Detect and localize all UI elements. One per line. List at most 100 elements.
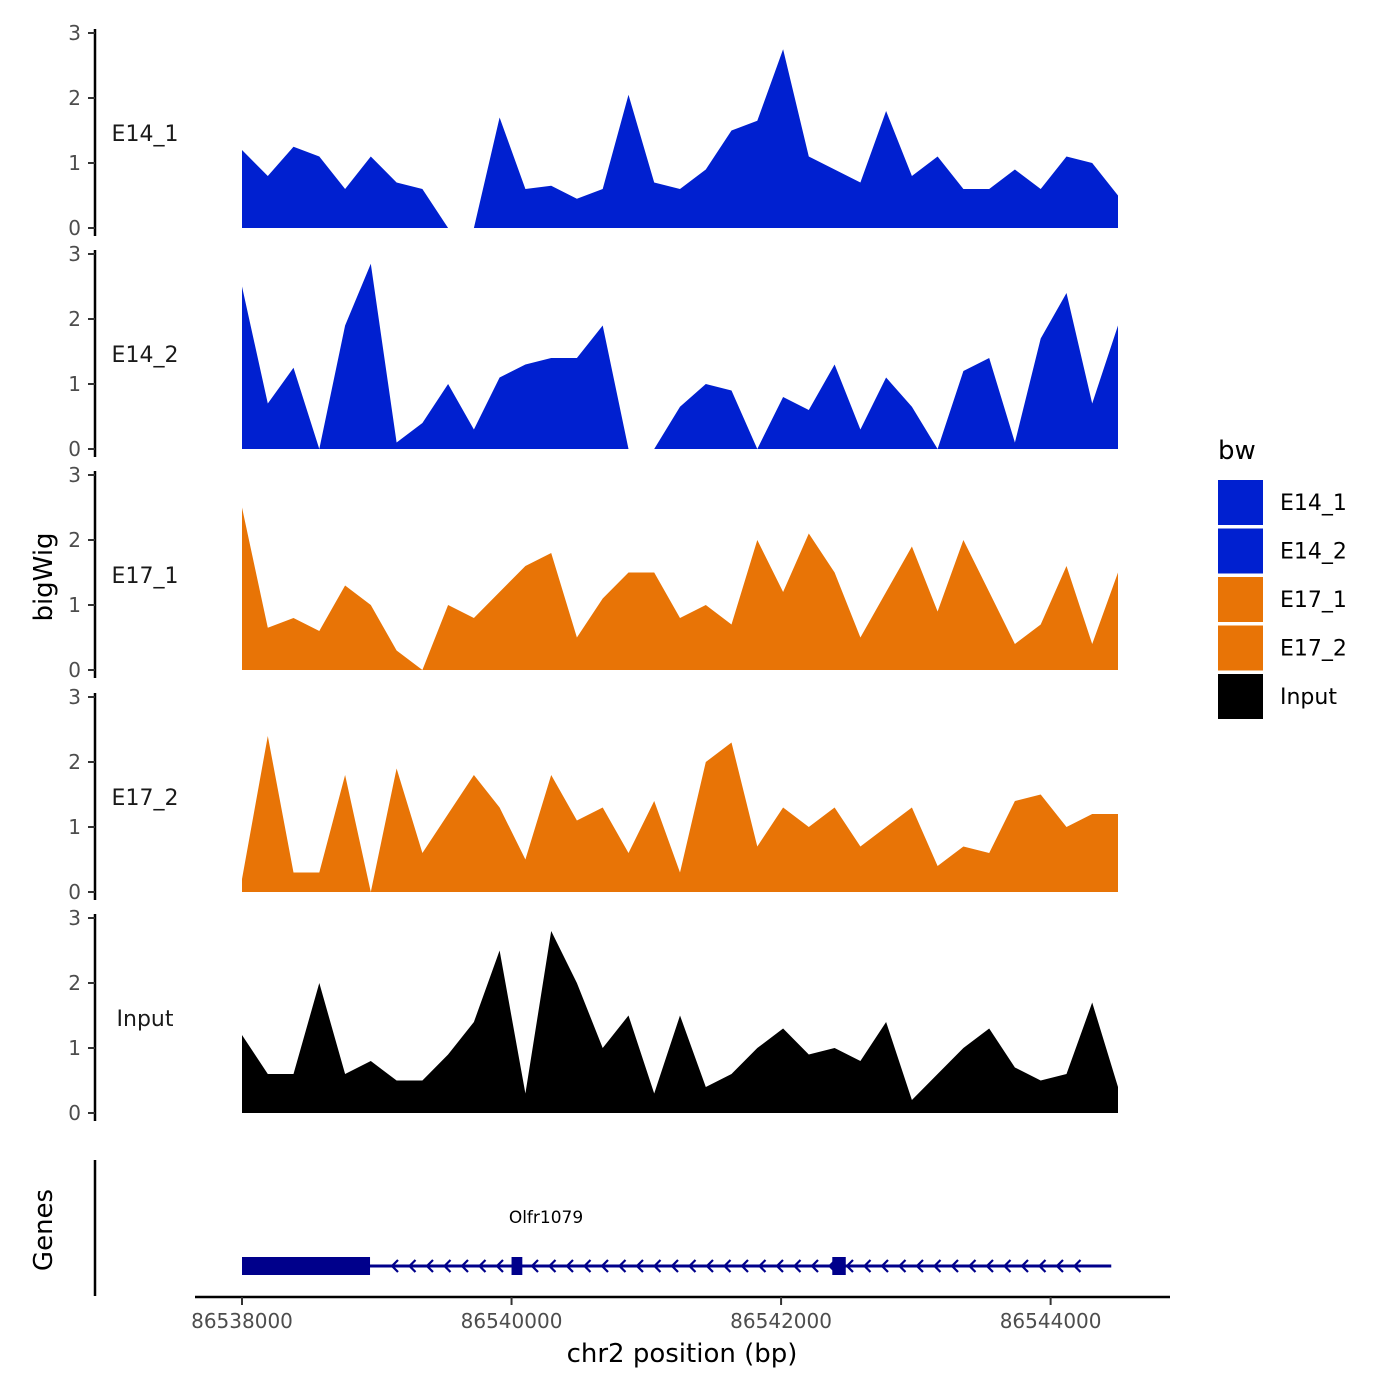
- y-tick-label-Input-1: 1: [68, 1036, 81, 1060]
- area-E17_1: [242, 507, 1118, 670]
- strand-arrow-icon: [425, 1259, 434, 1273]
- x-ticks: 86538000 86540000 86542000 86544000: [191, 1297, 1102, 1333]
- strand-arrow-icon: [687, 1259, 697, 1273]
- strand-arrow-icon: [792, 1259, 802, 1273]
- strand-arrow-icon: [1055, 1259, 1064, 1273]
- panel-E14_2: 0 1 2 3 E14_2: [68, 242, 1118, 461]
- track-label-E17_1: E17_1: [112, 564, 179, 589]
- strand-arrow-icon: [757, 1259, 767, 1273]
- track-label-Input: Input: [117, 1007, 174, 1032]
- y-tick-label-E14_1-2: 2: [68, 86, 81, 110]
- y-tick-label-Input-2: 2: [68, 971, 81, 995]
- area-E17_2: [242, 736, 1118, 892]
- signal-panels: 0 1 2 3 E14_1 0 1 2 3 E14_2 0 1 2 3 E17_1 0 1 2 3 E17_2 0 1 2 3…: [68, 21, 1118, 1125]
- legend: bw E14_1 E14_2 E17_1 E17_2 Input: [1218, 436, 1347, 719]
- strand-arrow-icon: [950, 1259, 959, 1273]
- gene-exon-2: [511, 1257, 523, 1275]
- y-tick-label-E14_2-3: 3: [68, 242, 81, 266]
- strand-arrow-icon: [845, 1259, 854, 1273]
- y-tick-label-E14_2-1: 1: [68, 372, 81, 396]
- strand-arrow-icon: [1002, 1259, 1012, 1273]
- panel-E14_1: 0 1 2 3 E14_1: [68, 21, 1118, 240]
- strand-arrow-icon: [530, 1259, 539, 1273]
- y-tick-label-E17_1-0: 0: [68, 658, 81, 682]
- strand-arrow-icon: [880, 1259, 889, 1273]
- strand-arrow-icon: [582, 1259, 592, 1273]
- area-E14_1: [242, 49, 1118, 228]
- strand-arrow-icon: [1072, 1259, 1082, 1273]
- track-label-E14_2: E14_2: [112, 343, 179, 368]
- y-tick-label-E17_2-0: 0: [68, 880, 81, 904]
- y-tick-label-E17_1-2: 2: [68, 528, 81, 552]
- strand-arrow-icon: [740, 1259, 749, 1273]
- strand-arrow-icon: [722, 1259, 732, 1273]
- x-axis: 86538000 86540000 86542000 86544000 chr2 po…: [191, 1295, 1170, 1369]
- y-tick-label-E14_1-1: 1: [68, 151, 81, 175]
- genes-axis-title: Genes: [29, 1189, 59, 1271]
- strand-arrow-icon: [810, 1259, 819, 1273]
- legend-key-E14_2: [1218, 528, 1263, 574]
- strand-arrow-icon: [915, 1259, 924, 1273]
- x-tick-label-86538000: 86538000: [191, 1309, 293, 1333]
- y-tick-label-Input-0: 0: [68, 1101, 81, 1125]
- legend-key-E14_1: [1218, 480, 1263, 525]
- gene-track: [242, 1257, 1112, 1275]
- gene-exon-3: [832, 1257, 846, 1275]
- strand-arrow-icon: [635, 1259, 644, 1273]
- y-tick-label-E14_1-3: 3: [68, 21, 81, 45]
- y-tick-label-Input-3: 3: [68, 906, 81, 930]
- panel-Input: 0 1 2 3 Input: [68, 906, 1118, 1125]
- strand-arrow-icon: [477, 1259, 487, 1273]
- strand-arrow-icon: [1020, 1259, 1029, 1273]
- x-tick-label-86542000: 86542000: [730, 1309, 832, 1333]
- gene-name-label: Olfr1079: [509, 1208, 583, 1228]
- legend-label-E17_1: E17_1: [1280, 588, 1347, 613]
- x-axis-title: chr2 position (bp): [567, 1339, 798, 1369]
- legend-items: E14_1 E14_2 E17_1 E17_2 Input: [1218, 480, 1347, 719]
- y-tick-label-E17_2-2: 2: [68, 750, 81, 774]
- strand-arrow-icon: [1037, 1259, 1047, 1273]
- y-axis-title: bigWig: [29, 532, 59, 621]
- y-tick-label-E14_2-0: 0: [68, 437, 81, 461]
- x-tick-label-86544000: 86544000: [1000, 1309, 1102, 1333]
- y-tick-label-E14_1-0: 0: [68, 216, 81, 240]
- y-tick-label-E17_2-3: 3: [68, 685, 81, 709]
- genes-panel: Genes Olfr1079: [29, 1160, 1112, 1296]
- legend-label-E14_1: E14_1: [1280, 491, 1347, 516]
- panel-E17_1: 0 1 2 3 E17_1: [68, 463, 1118, 682]
- gene-exon-1: [242, 1257, 371, 1275]
- legend-key-E17_2: [1218, 625, 1263, 671]
- legend-key-Input: [1218, 674, 1263, 719]
- legend-label-Input: Input: [1280, 685, 1337, 710]
- strand-arrow-icon: [547, 1259, 557, 1273]
- x-tick-label-86540000: 86540000: [461, 1309, 563, 1333]
- strand-arrow-icon: [775, 1259, 784, 1273]
- strand-arrow-icon: [705, 1259, 714, 1273]
- area-Input: [242, 931, 1118, 1113]
- strand-arrow-icon: [390, 1259, 399, 1273]
- strand-arrow-icon: [407, 1259, 417, 1273]
- y-tick-label-E17_1-3: 3: [68, 463, 81, 487]
- strand-arrow-icon: [442, 1259, 452, 1273]
- strand-arrow-icon: [897, 1259, 907, 1273]
- strand-arrow-icon: [862, 1259, 872, 1273]
- strand-arrow-icon: [495, 1259, 504, 1273]
- strand-arrow-icon: [565, 1259, 574, 1273]
- strand-arrow-icon: [932, 1259, 942, 1273]
- track-label-E14_1: E14_1: [112, 122, 179, 147]
- legend-label-E14_2: E14_2: [1280, 540, 1347, 565]
- strand-arrow-icon: [600, 1259, 609, 1273]
- legend-title: bw: [1218, 436, 1256, 466]
- strand-arrow-icon: [670, 1259, 679, 1273]
- panel-E17_2: 0 1 2 3 E17_2: [68, 685, 1118, 904]
- track-label-E17_2: E17_2: [112, 786, 179, 811]
- legend-key-E17_1: [1218, 577, 1263, 622]
- legend-label-E17_2: E17_2: [1280, 637, 1347, 662]
- y-tick-label-E14_2-2: 2: [68, 307, 81, 331]
- y-tick-label-E17_2-1: 1: [68, 815, 81, 839]
- strand-arrow-icon: [460, 1259, 469, 1273]
- strand-arrow-icon: [967, 1259, 977, 1273]
- strand-arrow-icon: [617, 1259, 627, 1273]
- area-E14_2: [242, 263, 1118, 449]
